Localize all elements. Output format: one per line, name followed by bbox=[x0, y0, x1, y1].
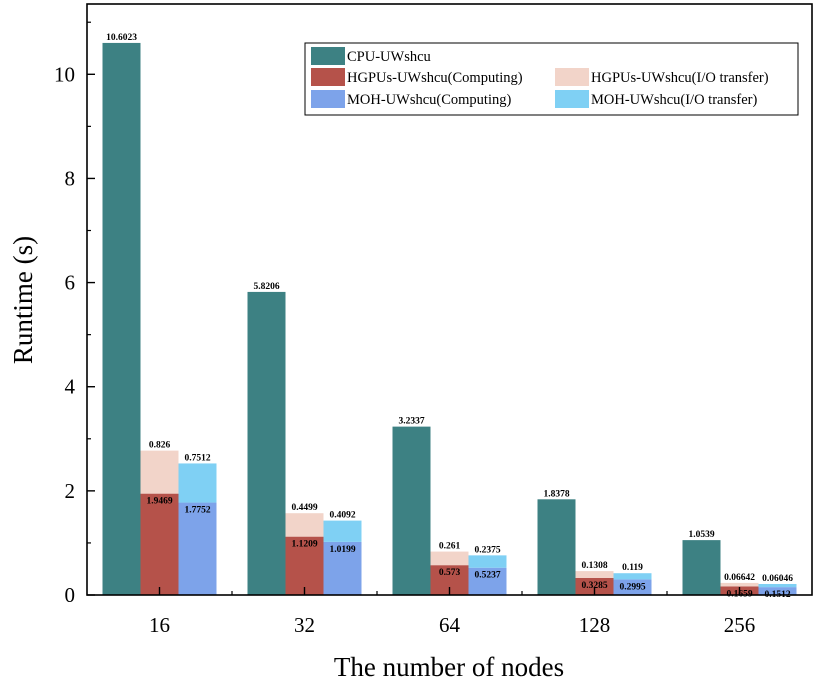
bar-hgpus-uwshcu-i-o-transfer bbox=[575, 571, 614, 578]
legend: CPU-UWshcu HGPUs-UWshcu(Computing) HGPUs-U… bbox=[304, 42, 799, 116]
x-tick-label: 16 bbox=[149, 613, 170, 637]
data-label: 0.7512 bbox=[184, 453, 210, 463]
bar-hgpus-uwshcu-i-o-transfer bbox=[430, 551, 469, 566]
x-tick-label: 256 bbox=[724, 613, 756, 637]
legend-label: MOH-UWshcu(Computing) bbox=[347, 92, 511, 108]
bar-moh-uwshcu-i-o-transfer bbox=[178, 463, 217, 503]
data-label: 3.2337 bbox=[398, 417, 424, 427]
data-label: 0.5237 bbox=[474, 571, 500, 581]
x-axis-title: The number of nodes bbox=[334, 652, 564, 682]
x-tick-label: 32 bbox=[294, 613, 315, 637]
data-label: 1.1209 bbox=[291, 540, 317, 550]
legend-swatch bbox=[555, 68, 589, 86]
data-label: 1.9469 bbox=[146, 497, 172, 507]
bar-moh-uwshcu-i-o-transfer bbox=[613, 573, 652, 580]
bar-moh-uwshcu-i-o-transfer bbox=[468, 555, 507, 568]
legend-swatch bbox=[311, 68, 345, 86]
bar-hgpus-uwshcu-computing bbox=[140, 493, 179, 595]
data-label: 0.3285 bbox=[581, 581, 607, 591]
bar-moh-uwshcu-i-o-transfer bbox=[323, 520, 362, 542]
data-label: 0.06642 bbox=[724, 573, 755, 583]
y-tick-label: 4 bbox=[65, 375, 76, 399]
bar-cpu-uwshcu-total bbox=[537, 499, 576, 595]
data-label: 1.0199 bbox=[329, 545, 355, 555]
y-tick-label: 0 bbox=[65, 583, 76, 607]
legend-label: HGPUs-UWshcu(I/O transfer) bbox=[591, 70, 769, 86]
y-tick-label: 10 bbox=[54, 62, 75, 86]
data-label: 0.4499 bbox=[291, 503, 317, 513]
data-label: 1.8378 bbox=[543, 489, 569, 499]
data-labels: 10.6023 1.9469 0.826 1.7752 0.7512 5.8206 1.12… bbox=[106, 33, 793, 600]
axis-ticks: 0 2 4 6 8 10 16 32 64 128 256 bbox=[54, 21, 756, 637]
bar-cpu-uwshcu-total bbox=[392, 426, 431, 595]
y-tick-label: 2 bbox=[65, 479, 76, 503]
legend-label: CPU-UWshcu bbox=[347, 49, 431, 65]
data-label: 1.7752 bbox=[184, 506, 210, 516]
data-label: 5.8206 bbox=[253, 282, 279, 292]
data-label: 0.573 bbox=[439, 568, 461, 578]
data-label: 0.1308 bbox=[581, 561, 607, 571]
y-tick-label: 6 bbox=[65, 271, 76, 295]
bar-hgpus-uwshcu-i-o-transfer bbox=[720, 582, 759, 587]
bars bbox=[102, 42, 797, 595]
data-label: 1.0539 bbox=[688, 530, 714, 540]
legend-swatch bbox=[311, 90, 345, 108]
data-label: 0.2995 bbox=[619, 582, 645, 592]
legend-label: MOH-UWshcu(I/O transfer) bbox=[591, 92, 757, 108]
legend-swatch bbox=[311, 47, 345, 65]
y-axis-title: Runtime (s) bbox=[8, 236, 38, 364]
y-tick-label: 8 bbox=[65, 166, 76, 190]
bar-moh-uwshcu-i-o-transfer bbox=[758, 583, 797, 588]
bar-cpu-uwshcu-total bbox=[102, 42, 141, 595]
data-label: 0.119 bbox=[622, 563, 643, 573]
data-label: 10.6023 bbox=[106, 33, 137, 43]
bar-moh-uwshcu-computing bbox=[613, 579, 652, 595]
data-label: 0.06046 bbox=[762, 574, 793, 584]
data-label: 0.826 bbox=[149, 441, 171, 451]
legend-label: HGPUs-UWshcu(Computing) bbox=[347, 70, 523, 86]
bar-moh-uwshcu-computing bbox=[758, 587, 797, 595]
bar-hgpus-uwshcu-computing bbox=[575, 577, 614, 595]
bar-cpu-uwshcu-total bbox=[247, 291, 286, 595]
bar-hgpus-uwshcu-computing bbox=[285, 536, 324, 595]
bar-hgpus-uwshcu-i-o-transfer bbox=[285, 513, 324, 537]
data-label: 0.4092 bbox=[329, 511, 355, 521]
x-tick-label: 64 bbox=[439, 613, 461, 637]
bar-cpu-uwshcu-total bbox=[682, 540, 721, 595]
bar-moh-uwshcu-computing bbox=[323, 541, 362, 595]
legend-swatch bbox=[555, 90, 589, 108]
x-tick-label: 128 bbox=[579, 613, 611, 637]
data-label: 0.261 bbox=[439, 542, 461, 552]
bar-moh-uwshcu-computing bbox=[178, 502, 217, 595]
legend-box bbox=[304, 42, 799, 116]
data-label: 0.2375 bbox=[474, 545, 500, 555]
bar-hgpus-uwshcu-i-o-transfer bbox=[140, 450, 179, 494]
bar-moh-uwshcu-computing bbox=[468, 567, 507, 595]
